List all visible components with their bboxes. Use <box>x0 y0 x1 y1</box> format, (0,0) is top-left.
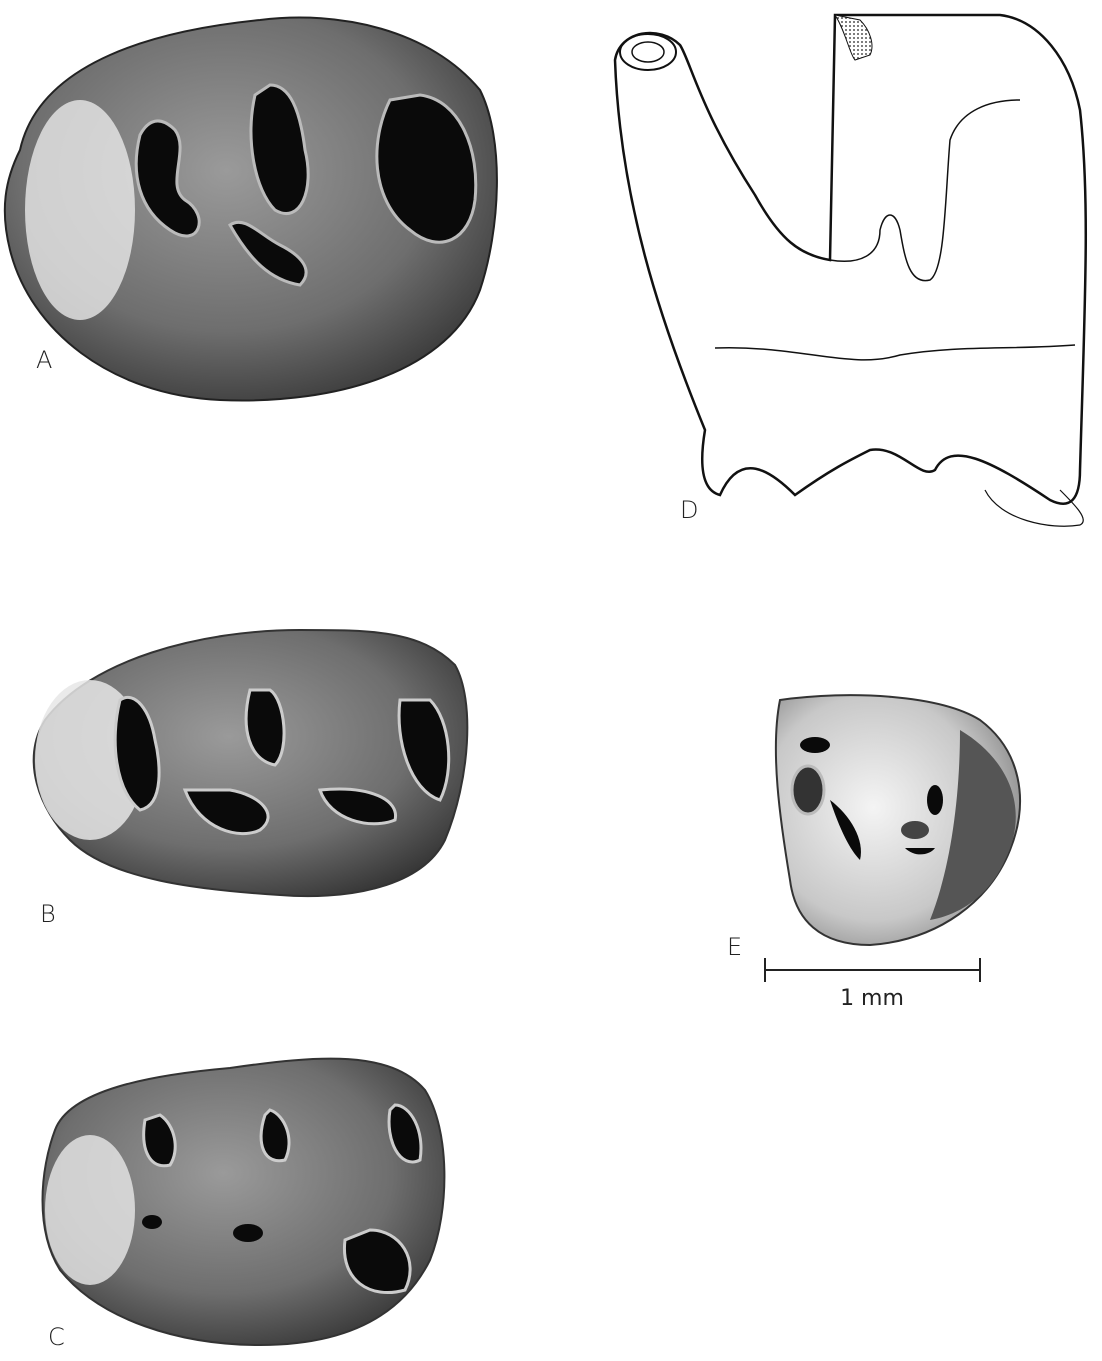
tooth-d-outline: D <box>615 15 1086 526</box>
tooth-e: E <box>727 695 1020 961</box>
plate: A D B E <box>0 0 1102 1361</box>
panel-label: E <box>727 933 742 961</box>
tooth-c: C <box>43 1059 445 1351</box>
panel-label: A <box>36 346 52 374</box>
tooth-b: B <box>34 630 468 928</box>
panel-label: C <box>48 1323 65 1351</box>
scale-label: 1 mm <box>840 986 904 1011</box>
tooth-a: A <box>5 18 497 401</box>
scale-bar: 1 mm <box>765 958 980 1011</box>
panel-label: D <box>680 496 698 524</box>
panel-label: B <box>40 900 56 928</box>
